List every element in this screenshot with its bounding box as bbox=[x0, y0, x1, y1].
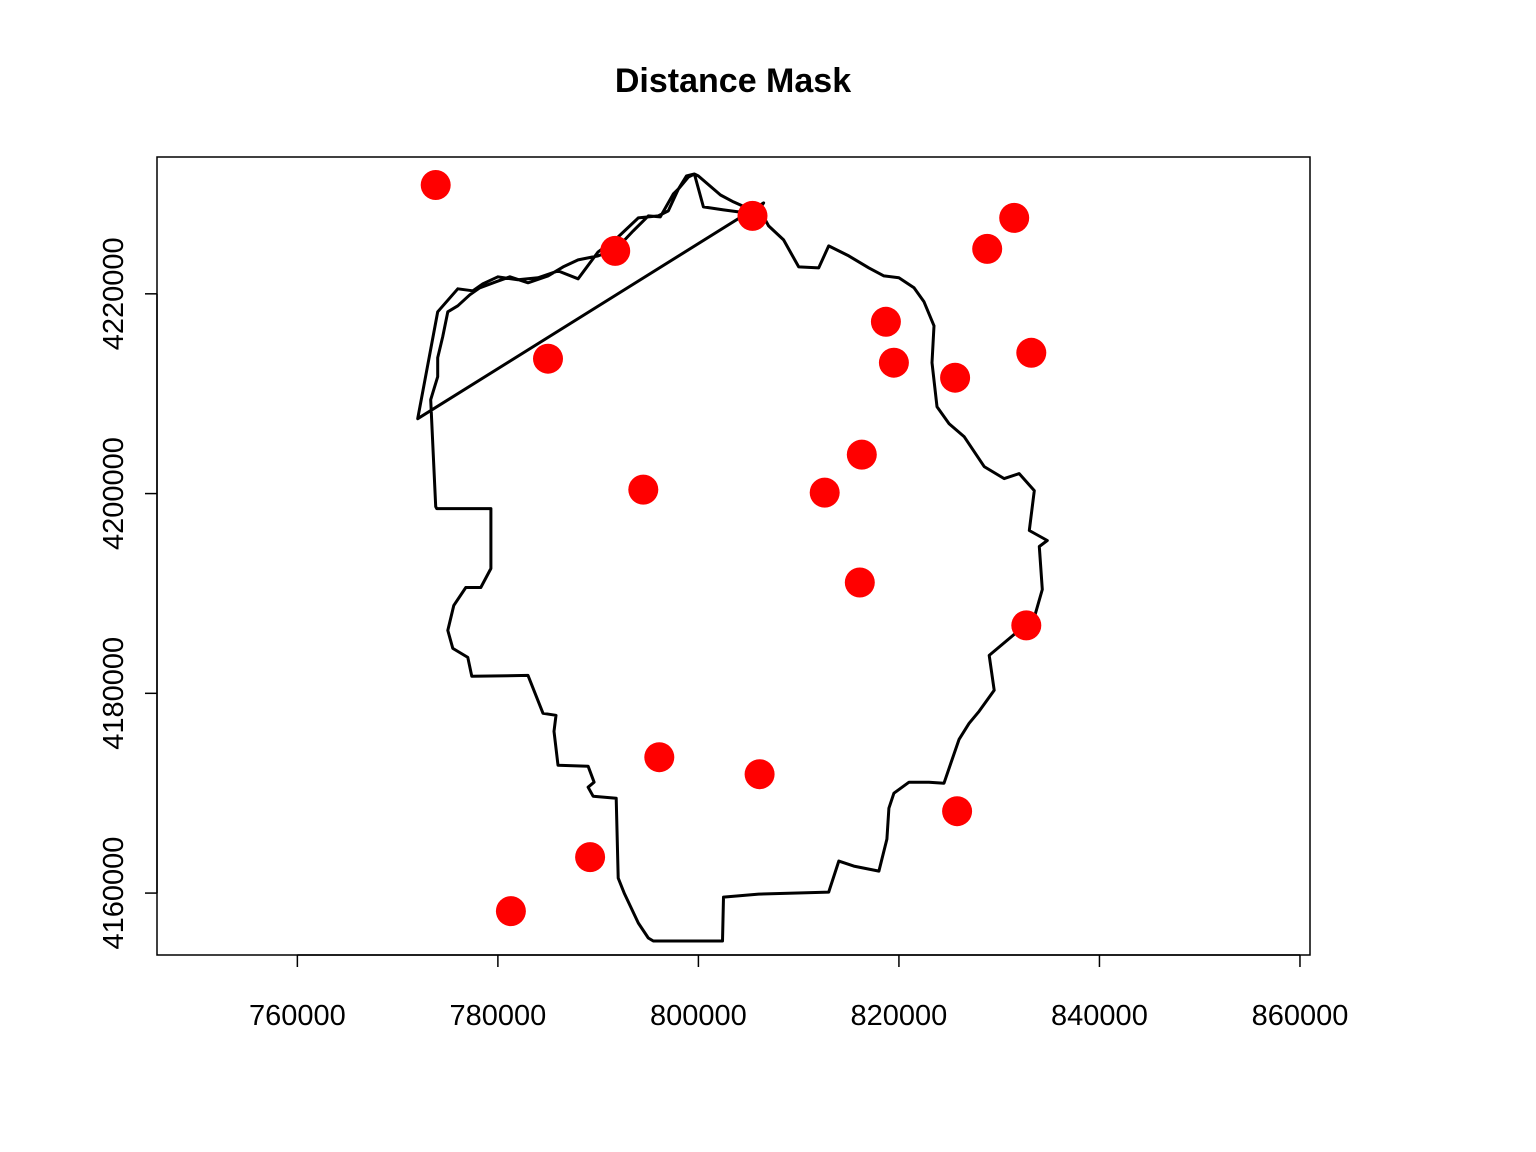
y-axis: 4160000 4180000 4200000 4220000 bbox=[98, 237, 158, 950]
x-axis: 760000 780000 800000 820000 840000 860000 bbox=[249, 954, 1349, 1032]
x-tick-label: 820000 bbox=[851, 1000, 948, 1032]
data-point bbox=[575, 842, 606, 873]
data-point bbox=[600, 235, 631, 266]
y-tick-label: 4200000 bbox=[98, 437, 130, 550]
y-tick-label: 4180000 bbox=[98, 637, 130, 750]
data-point bbox=[878, 347, 909, 378]
x-tick-label: 840000 bbox=[1051, 1000, 1148, 1032]
x-tick-label: 760000 bbox=[249, 1000, 346, 1032]
data-point bbox=[533, 343, 563, 374]
x-tick-label: 800000 bbox=[650, 1000, 747, 1032]
data-point bbox=[972, 233, 1003, 264]
data-point bbox=[844, 567, 875, 598]
y-tick-label: 4220000 bbox=[98, 237, 130, 350]
data-point bbox=[999, 202, 1030, 233]
data-point bbox=[846, 439, 877, 470]
data-point bbox=[940, 362, 971, 393]
data-point bbox=[495, 896, 526, 927]
data-point bbox=[1016, 337, 1047, 368]
chart-title: Distance Mask bbox=[615, 62, 851, 100]
park-boundary bbox=[416, 172, 1049, 943]
data-point bbox=[942, 796, 973, 827]
data-point bbox=[737, 200, 768, 231]
data-point bbox=[744, 759, 775, 790]
data-point bbox=[628, 474, 659, 505]
x-tick-label: 780000 bbox=[449, 1000, 546, 1032]
y-tick-label: 4160000 bbox=[98, 837, 130, 950]
data-point bbox=[1011, 610, 1042, 641]
plot-area bbox=[416, 170, 1049, 943]
plot-frame bbox=[156, 156, 1311, 956]
data-point bbox=[809, 477, 840, 508]
data-point bbox=[420, 170, 451, 200]
data-point bbox=[644, 742, 675, 773]
x-tick-label: 860000 bbox=[1252, 1000, 1349, 1032]
data-point bbox=[870, 306, 901, 337]
